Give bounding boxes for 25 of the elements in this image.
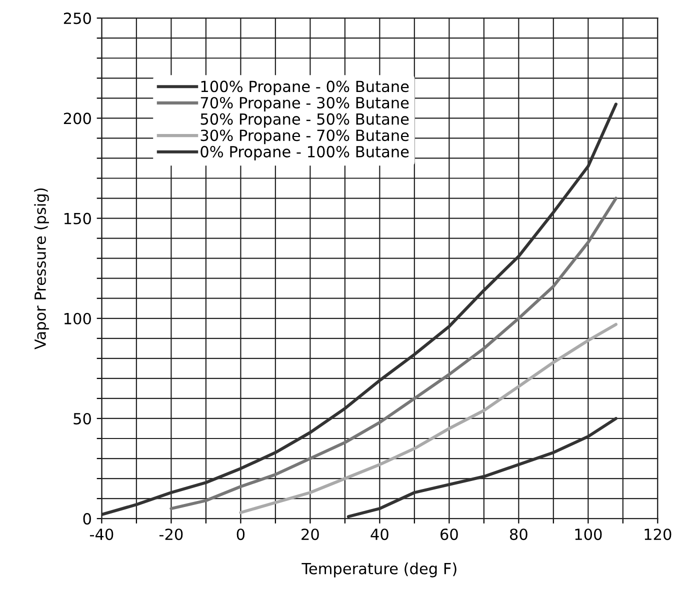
y-tick-label: 250 xyxy=(64,12,91,24)
y-tick-label: 200 xyxy=(64,112,91,124)
line-series xyxy=(170,196,618,510)
x-tick-label: 40 xyxy=(370,528,388,540)
y-tick-label: 50 xyxy=(74,412,91,425)
x-tick-label: 20 xyxy=(302,528,319,540)
legend-label: 100% Propane - 0% Butane xyxy=(201,80,409,96)
line-series xyxy=(239,322,618,514)
x-tick-label: -20 xyxy=(159,528,183,540)
text: 50% Propane - 50% Butane xyxy=(200,113,409,128)
y-axis-title: Vapor Pressure (psig) xyxy=(34,188,49,350)
x-tick-label: 100 xyxy=(575,528,602,540)
x-tick-label: -40 xyxy=(90,528,114,540)
legend-label: 70% Propane - 30% Butane xyxy=(200,96,409,112)
legend-label: 30% Propane - 70% Butane xyxy=(200,130,409,144)
y-tick-label: 100 xyxy=(64,312,91,324)
y-tick-label: 150 xyxy=(64,212,91,224)
line-series xyxy=(346,416,618,518)
y-tick-label: 0 xyxy=(83,513,91,525)
x-tick-label: 60 xyxy=(440,528,458,540)
x-tick-label: 0 xyxy=(236,528,245,540)
legend-label: 0% Propane - 100% Butane xyxy=(200,146,409,160)
x-tick-label: 80 xyxy=(510,528,528,540)
x-axis-title: Temperature (deg F) xyxy=(302,562,456,578)
x-tick-label: 120 xyxy=(644,528,672,540)
